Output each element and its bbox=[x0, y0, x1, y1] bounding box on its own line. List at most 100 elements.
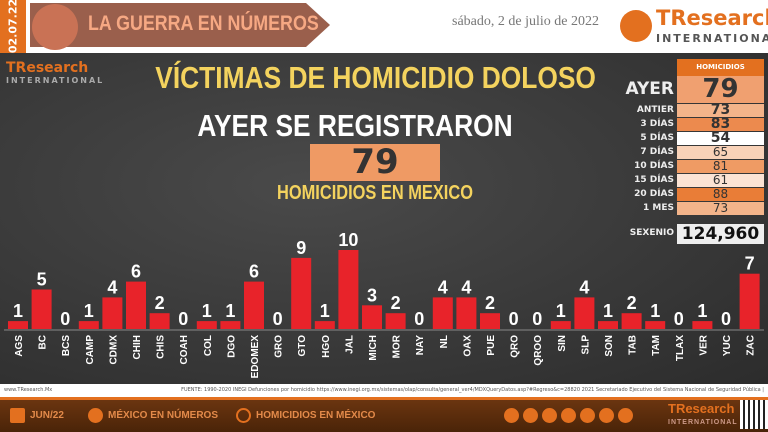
row-value: 73 bbox=[677, 103, 764, 117]
row-label: 3 DÍAS bbox=[640, 119, 674, 129]
data-label: 4 bbox=[461, 277, 471, 297]
headline-value: 79 bbox=[310, 144, 440, 181]
data-label: 7 bbox=[745, 254, 755, 274]
row-label: 5 DÍAS bbox=[640, 133, 674, 143]
data-label: 2 bbox=[391, 293, 401, 313]
tick-label: AGS bbox=[14, 335, 25, 357]
bar-camp bbox=[78, 321, 99, 329]
data-label: 1 bbox=[603, 301, 613, 321]
tick-label: VER bbox=[698, 334, 709, 355]
data-label: 5 bbox=[37, 270, 47, 290]
email-icon[interactable] bbox=[542, 408, 557, 423]
tick-label: COAH bbox=[179, 335, 190, 364]
logo: TResearch INTERNATIONAL bbox=[620, 6, 768, 48]
data-label: 0 bbox=[414, 309, 424, 329]
source-bar: www.TResearch.Mx FUENTE: 1990-2020 INEGI… bbox=[0, 384, 768, 397]
row-label: 1 MES bbox=[643, 203, 674, 213]
bar-tam bbox=[645, 321, 666, 329]
tick-label: SIN bbox=[557, 335, 568, 352]
linkedin-icon[interactable] bbox=[599, 408, 614, 423]
data-label: 6 bbox=[131, 262, 141, 282]
website-link[interactable]: www.TResearch.Mx bbox=[4, 387, 53, 393]
data-label: 4 bbox=[438, 277, 448, 297]
tick-label: SLP bbox=[580, 335, 591, 355]
table-row: 7 DÍAS 65 bbox=[600, 146, 766, 159]
tick-label: MOR bbox=[392, 334, 403, 358]
table-row: 15 DÍAS 61 bbox=[600, 174, 766, 187]
row-value: 65 bbox=[677, 146, 764, 159]
footer-logo-sub: INTERNATIONAL bbox=[668, 419, 738, 426]
bar-bc bbox=[31, 289, 52, 329]
date-text: sábado, 2 de julio de 2022 bbox=[452, 14, 599, 29]
tick-label: TAB bbox=[628, 335, 639, 355]
tick-label: YUC bbox=[722, 335, 733, 356]
data-label: 0 bbox=[532, 309, 542, 329]
table-row: 20 DÍAS 88 bbox=[600, 188, 766, 201]
row-value: 83 bbox=[677, 117, 764, 131]
table-header-label: HOMICIDIOS bbox=[677, 59, 764, 76]
tick-label: EDOMEX bbox=[250, 335, 261, 379]
data-label: 1 bbox=[697, 301, 707, 321]
date-badge: 02.07.22 bbox=[0, 0, 26, 53]
bar-mor bbox=[385, 313, 406, 329]
tick-label: TLAX bbox=[675, 335, 686, 361]
bar-zac bbox=[739, 273, 760, 329]
youtube-icon[interactable] bbox=[618, 408, 633, 423]
table-header: HOMICIDIOS bbox=[600, 59, 766, 76]
table-row: ANTIER 73 bbox=[600, 103, 766, 117]
bar-hgo bbox=[314, 321, 335, 329]
bar-col bbox=[196, 321, 217, 329]
watermark-logo: TResearch INTERNATIONAL bbox=[6, 60, 104, 85]
row-label: 20 DÍAS bbox=[634, 189, 674, 199]
data-label: 4 bbox=[107, 277, 117, 297]
tick-label: COL bbox=[203, 335, 214, 356]
globe-icon[interactable] bbox=[504, 408, 519, 423]
tick-label: BCS bbox=[61, 335, 72, 356]
bar-slp bbox=[574, 297, 595, 329]
tick-label: TAM bbox=[651, 335, 662, 356]
data-label: 1 bbox=[320, 301, 330, 321]
logo-mark-icon bbox=[620, 10, 652, 42]
bar-nl bbox=[432, 297, 453, 329]
table-row: 3 DÍAS 83 bbox=[600, 117, 766, 131]
data-label: 4 bbox=[579, 277, 589, 297]
tick-label: HGO bbox=[321, 335, 332, 358]
tick-label: ZAC bbox=[746, 335, 757, 356]
tick-label: DGO bbox=[226, 335, 237, 358]
chart-bubble-icon bbox=[236, 408, 251, 423]
row-label: 7 DÍAS bbox=[640, 147, 674, 157]
data-label: 6 bbox=[249, 262, 259, 282]
bar-chih bbox=[126, 281, 146, 329]
bar-pue bbox=[480, 313, 500, 329]
row-label: 10 DÍAS bbox=[634, 161, 674, 171]
data-label: 3 bbox=[367, 285, 377, 305]
facebook-icon[interactable] bbox=[580, 408, 595, 423]
data-label: 2 bbox=[627, 293, 637, 313]
title-banner bbox=[30, 3, 330, 47]
bar-sin bbox=[550, 321, 571, 329]
logo-text: TResearch bbox=[656, 6, 768, 30]
calendar-icon bbox=[10, 408, 25, 423]
data-label: 2 bbox=[485, 293, 495, 313]
twitter-icon[interactable] bbox=[561, 408, 576, 423]
tick-label: QRO bbox=[510, 335, 521, 358]
bar-chis bbox=[149, 313, 170, 329]
table-row: AYER 79 bbox=[600, 76, 766, 103]
homicidios-link[interactable]: HOMICIDIOS EN MÉXICO bbox=[256, 410, 376, 421]
data-label: 0 bbox=[273, 309, 283, 329]
data-label: 10 bbox=[338, 230, 358, 250]
tick-label: NAY bbox=[415, 335, 426, 356]
bar-jal bbox=[338, 250, 359, 329]
bar-tab bbox=[621, 313, 642, 329]
data-label: 0 bbox=[60, 309, 70, 329]
data-label: 1 bbox=[225, 301, 235, 321]
whatsapp-icon[interactable] bbox=[523, 408, 538, 423]
bar-oax bbox=[456, 297, 477, 329]
tick-label: CHIH bbox=[132, 335, 143, 359]
row-label: ANTIER bbox=[636, 105, 674, 115]
footer-logo: TResearch bbox=[668, 401, 735, 416]
headline-title: VÍCTIMAS DE HOMICIDIO DOLOSO bbox=[155, 60, 596, 95]
mexico-en-numeros-link[interactable]: MÉXICO EN NÚMEROS bbox=[108, 410, 219, 421]
bar-cdmx bbox=[102, 297, 123, 329]
